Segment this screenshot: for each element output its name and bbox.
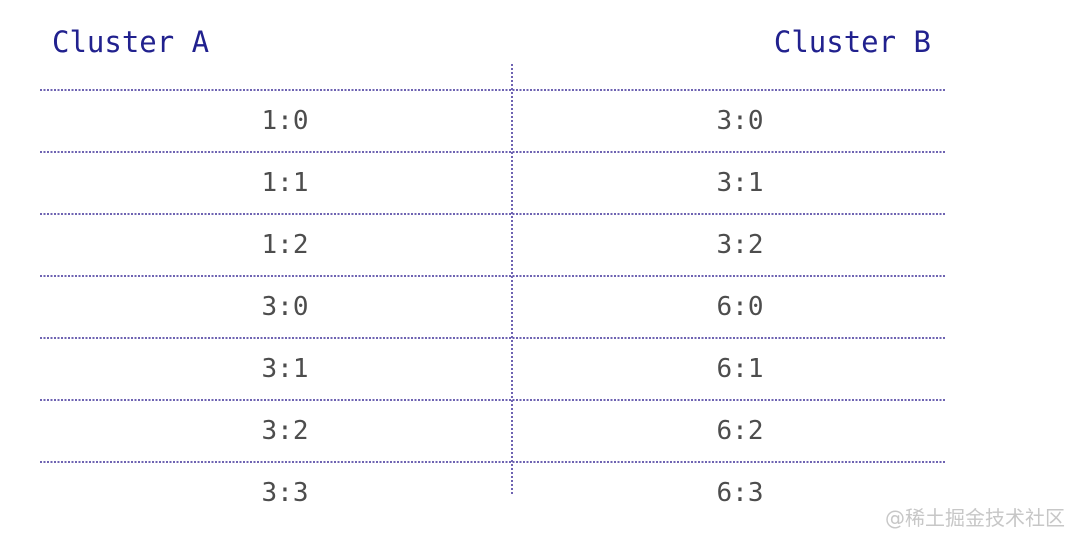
mapping-table: 1:0 3:0 1:1 3:1 1:2 3:2 3:0 6:0 3:1 6:1 …	[40, 89, 946, 524]
cluster-divider-line	[511, 64, 513, 495]
cluster-b-cell: 6:0	[716, 292, 764, 322]
cluster-b-cell: 3:2	[716, 230, 764, 260]
table-row: 3:0 6:0	[40, 275, 946, 338]
table-row: 3:3 6:3	[40, 461, 946, 524]
cluster-a-title: Cluster A	[52, 25, 210, 59]
cluster-b-cell: 3:1	[716, 168, 764, 198]
cluster-a-cell: 3:0	[261, 292, 309, 322]
cluster-b-cell: 3:0	[716, 106, 764, 136]
cluster-b-cell: 6:3	[716, 478, 764, 508]
cluster-a-cell: 1:2	[261, 230, 309, 260]
table-row: 3:2 6:2	[40, 399, 946, 462]
cluster-b-cell: 6:1	[716, 354, 764, 384]
site-watermark: @稀土掘金技术社区	[885, 506, 1065, 530]
cluster-b-cell: 6:2	[716, 416, 764, 446]
cluster-a-cell: 3:3	[261, 478, 309, 508]
table-row: 1:0 3:0	[40, 89, 946, 152]
cluster-a-cell: 3:1	[261, 354, 309, 384]
cluster-a-cell: 3:2	[261, 416, 309, 446]
cluster-a-cell: 1:1	[261, 168, 309, 198]
cluster-a-cell: 1:0	[261, 106, 309, 136]
cluster-b-title: Cluster B	[773, 25, 931, 59]
table-row: 1:2 3:2	[40, 213, 946, 276]
table-row: 1:1 3:1	[40, 151, 946, 214]
table-row: 3:1 6:1	[40, 337, 946, 400]
